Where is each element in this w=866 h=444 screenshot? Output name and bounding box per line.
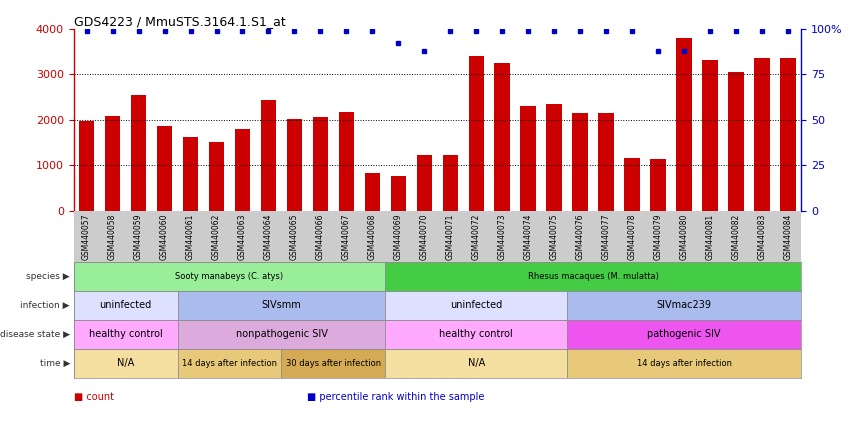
- Bar: [567, 349, 801, 377]
- Text: SIVmac239: SIVmac239: [656, 300, 712, 310]
- Bar: [178, 349, 281, 377]
- Text: infection ▶: infection ▶: [21, 301, 70, 310]
- Bar: [74, 291, 178, 320]
- Bar: [469, 56, 484, 211]
- Text: GSM440083: GSM440083: [758, 214, 766, 260]
- Text: GSM440084: GSM440084: [784, 214, 792, 260]
- Text: GSM440063: GSM440063: [238, 214, 247, 260]
- Text: 30 days after infection: 30 days after infection: [286, 359, 381, 368]
- Bar: [131, 95, 146, 211]
- Text: GSM440062: GSM440062: [212, 214, 221, 260]
- Bar: [385, 320, 567, 349]
- Text: Rhesus macaques (M. mulatta): Rhesus macaques (M. mulatta): [527, 272, 659, 281]
- Bar: [183, 137, 198, 211]
- Bar: [567, 320, 801, 349]
- Text: GSM440064: GSM440064: [264, 214, 273, 260]
- Text: GSM440073: GSM440073: [498, 214, 507, 260]
- Text: N/A: N/A: [468, 358, 485, 368]
- Text: GSM440078: GSM440078: [628, 214, 637, 260]
- Bar: [178, 291, 385, 320]
- Text: time ▶: time ▶: [40, 359, 70, 368]
- Text: GSM440069: GSM440069: [394, 214, 403, 260]
- Text: GSM440079: GSM440079: [654, 214, 662, 260]
- Bar: [780, 58, 796, 211]
- Bar: [365, 173, 380, 211]
- Bar: [520, 106, 536, 211]
- Text: 14 days after infection: 14 days after infection: [637, 359, 732, 368]
- Text: N/A: N/A: [117, 358, 134, 368]
- Bar: [74, 320, 178, 349]
- Text: species ▶: species ▶: [26, 272, 70, 281]
- Bar: [339, 112, 354, 211]
- Text: GSM440059: GSM440059: [134, 214, 143, 260]
- Text: GSM440065: GSM440065: [290, 214, 299, 260]
- Bar: [598, 113, 614, 211]
- Text: uninfected: uninfected: [450, 300, 502, 310]
- Text: nonpathogenic SIV: nonpathogenic SIV: [236, 329, 327, 339]
- Text: disease state ▶: disease state ▶: [0, 330, 70, 339]
- Bar: [178, 320, 385, 349]
- Text: ■ count: ■ count: [74, 392, 113, 402]
- Text: GSM440061: GSM440061: [186, 214, 195, 260]
- Bar: [235, 129, 250, 211]
- Text: GSM440057: GSM440057: [82, 214, 91, 260]
- Bar: [572, 113, 588, 211]
- Bar: [281, 349, 385, 377]
- Bar: [676, 38, 692, 211]
- Text: GSM440082: GSM440082: [732, 214, 740, 260]
- Text: GSM440074: GSM440074: [524, 214, 533, 260]
- Bar: [287, 119, 302, 211]
- Text: GSM440060: GSM440060: [160, 214, 169, 260]
- Bar: [79, 121, 94, 211]
- Text: GSM440067: GSM440067: [342, 214, 351, 260]
- Bar: [385, 262, 801, 291]
- Text: GSM440070: GSM440070: [420, 214, 429, 260]
- Bar: [385, 291, 567, 320]
- Text: Sooty manabeys (C. atys): Sooty manabeys (C. atys): [176, 272, 283, 281]
- Text: 14 days after infection: 14 days after infection: [182, 359, 277, 368]
- Bar: [261, 100, 276, 211]
- Bar: [74, 349, 178, 377]
- Text: GSM440071: GSM440071: [446, 214, 455, 260]
- Text: uninfected: uninfected: [100, 300, 152, 310]
- Bar: [417, 155, 432, 211]
- Bar: [728, 71, 744, 211]
- Bar: [494, 63, 510, 211]
- Bar: [650, 159, 666, 211]
- Bar: [624, 158, 640, 211]
- Bar: [443, 155, 458, 211]
- Text: GSM440066: GSM440066: [316, 214, 325, 260]
- Text: GSM440068: GSM440068: [368, 214, 377, 260]
- Text: healthy control: healthy control: [88, 329, 163, 339]
- Bar: [157, 126, 172, 211]
- Bar: [546, 104, 562, 211]
- Text: GDS4223 / MmuSTS.3164.1.S1_at: GDS4223 / MmuSTS.3164.1.S1_at: [74, 15, 286, 28]
- Text: GSM440075: GSM440075: [550, 214, 559, 260]
- Bar: [385, 349, 567, 377]
- Text: SIVsmm: SIVsmm: [262, 300, 301, 310]
- Bar: [209, 142, 224, 211]
- Text: GSM440058: GSM440058: [108, 214, 117, 260]
- Bar: [313, 117, 328, 211]
- Text: healthy control: healthy control: [439, 329, 514, 339]
- Text: GSM440076: GSM440076: [576, 214, 585, 260]
- Text: pathogenic SIV: pathogenic SIV: [648, 329, 721, 339]
- Bar: [567, 291, 801, 320]
- Bar: [105, 116, 120, 211]
- Bar: [391, 176, 406, 211]
- Bar: [702, 60, 718, 211]
- Bar: [74, 262, 385, 291]
- Bar: [754, 59, 770, 211]
- Text: GSM440080: GSM440080: [680, 214, 688, 260]
- Text: ■ percentile rank within the sample: ■ percentile rank within the sample: [307, 392, 485, 402]
- Text: GSM440081: GSM440081: [706, 214, 714, 260]
- Text: GSM440077: GSM440077: [602, 214, 611, 260]
- Text: GSM440072: GSM440072: [472, 214, 481, 260]
